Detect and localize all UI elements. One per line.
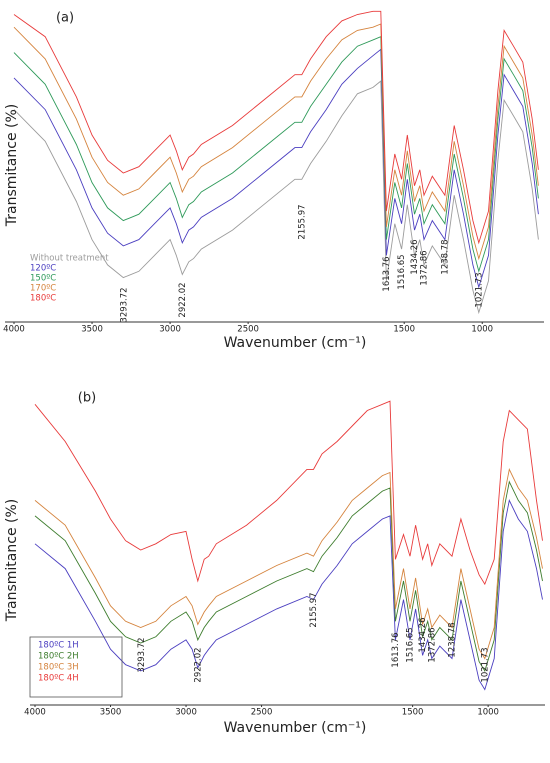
peak-label: 1516.65: [397, 254, 407, 289]
spectrum-line: [13, 36, 539, 273]
peak-label: 1238.78: [448, 622, 458, 657]
x-tick-label: 1500: [402, 708, 424, 718]
spectrum-line: [34, 498, 543, 691]
x-tick-label: 2500: [237, 325, 259, 335]
legend-entry: 180ºC 4H: [38, 674, 79, 684]
peak-label: 1434.26: [418, 617, 428, 652]
panel-title: (b): [78, 391, 96, 406]
peak-label: 1021.73: [480, 647, 490, 682]
peak-label: 2922.02: [193, 647, 203, 682]
legend-entry: 150ºC: [30, 274, 56, 284]
peak-label: 2922.02: [178, 282, 188, 317]
legend-entry: 170ºC: [30, 284, 56, 294]
spectrum-line: [13, 80, 539, 315]
x-tick-label: 4000: [3, 325, 25, 335]
spectrum-line: [34, 480, 543, 672]
peak-label: 3293.72: [137, 637, 147, 672]
peak-label: 1516.65: [406, 627, 416, 662]
legend-entry: Without treatment: [30, 254, 109, 264]
x-axis-title: Wavenumber (cm⁻¹): [224, 335, 367, 351]
spectrum-line: [13, 48, 539, 289]
peak-label: 1613.76: [391, 632, 401, 667]
x-tick-label: 1500: [393, 325, 415, 335]
peak-label: 2155.97: [297, 204, 307, 239]
peak-label: 3293.72: [120, 287, 130, 322]
peak-label: 1613.76: [382, 256, 392, 291]
legend-entry: 180ºC 1H: [38, 641, 79, 651]
legend-entry: 120ºC: [30, 264, 56, 274]
x-tick-label: 3500: [100, 708, 122, 718]
x-tick-label: 3000: [159, 325, 181, 335]
legend-frame: [29, 636, 123, 698]
x-tick-label: 4000: [24, 708, 46, 718]
x-tick-label: 1000: [471, 325, 493, 335]
y-axis-title: Transmitance (%): [4, 499, 20, 622]
x-tick-label: 2500: [251, 708, 273, 718]
x-tick-label: 3000: [175, 708, 197, 718]
panel-title: (a): [56, 11, 74, 26]
spectrum-line: [34, 400, 543, 586]
peak-label: 1372.86: [427, 627, 437, 662]
legend-entry: 180ºC: [30, 294, 56, 304]
legend-entry: 180ºC 2H: [38, 652, 79, 662]
spectrum-line: [34, 467, 543, 660]
peak-label: 1238.78: [440, 239, 450, 274]
x-axis-title: Wavenumber (cm⁻¹): [224, 720, 367, 736]
peak-label: 1434.26: [410, 239, 420, 274]
peak-label: 1021.73: [474, 272, 484, 307]
x-tick-label: 1000: [477, 708, 499, 718]
y-axis-title: Transmitance (%): [4, 104, 20, 227]
spectrum-line: [13, 23, 539, 261]
peak-label: 1372.86: [420, 250, 430, 285]
spectrum-line: [13, 10, 539, 245]
x-tick-label: 3500: [81, 325, 103, 335]
legend-entry: 180ºC 3H: [38, 663, 79, 673]
peak-label: 2155.97: [309, 592, 319, 627]
